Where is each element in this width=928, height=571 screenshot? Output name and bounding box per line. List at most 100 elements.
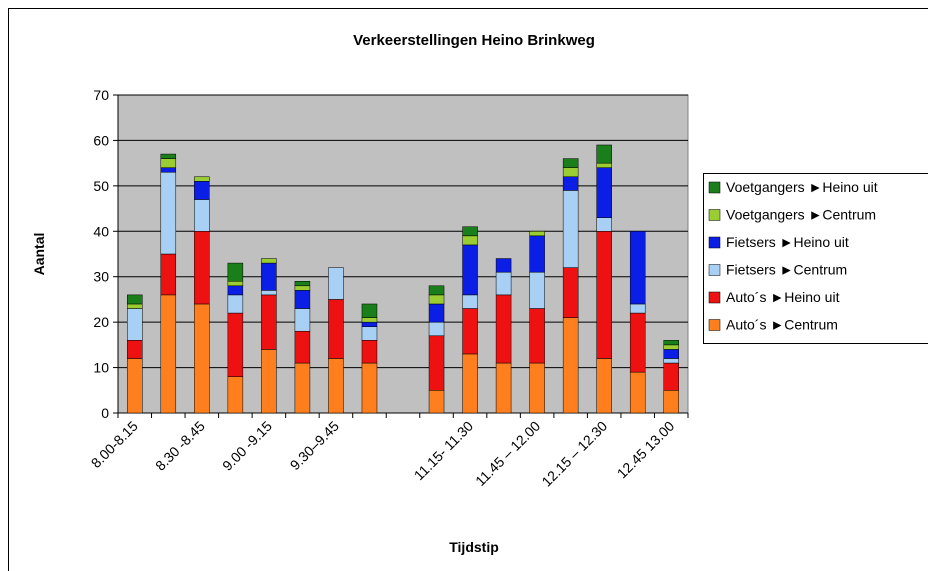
bar-segment — [562, 317, 579, 414]
bar-segment — [428, 335, 445, 391]
bar-segment — [529, 271, 545, 309]
bar-segment — [160, 158, 177, 168]
bar-segment — [194, 303, 210, 414]
bar-segment — [127, 294, 143, 305]
bar-segment — [596, 217, 612, 232]
bar-segment — [328, 299, 344, 359]
bar-segment — [261, 294, 277, 350]
bar-segment — [127, 308, 143, 341]
bar-segment — [462, 353, 478, 414]
bar-segment — [663, 390, 679, 414]
bar-segment — [294, 281, 311, 287]
bar-segment — [227, 376, 244, 414]
legend-swatch — [708, 264, 721, 276]
bar-segment — [194, 231, 210, 305]
bar-segment — [596, 144, 612, 164]
bar-segment — [160, 253, 177, 296]
bar-segment — [361, 303, 378, 318]
plot-area — [117, 94, 689, 414]
bar-segment — [596, 358, 612, 414]
bar-segment — [562, 176, 579, 191]
bar-segment — [294, 290, 311, 309]
bar-segment — [562, 190, 579, 268]
bar-segment — [663, 358, 679, 364]
bar-segment — [629, 303, 646, 314]
bar-segment — [529, 308, 545, 364]
legend-label: Fietsers ►Heino uit — [726, 234, 849, 250]
bar-segment — [663, 349, 679, 359]
bar-segment — [495, 362, 512, 414]
bar-segment — [495, 271, 512, 296]
bar-segment — [227, 285, 244, 296]
bar-segment — [428, 390, 445, 414]
bar-segment — [160, 153, 177, 159]
legend-swatch — [708, 236, 721, 249]
bar-segment — [227, 294, 244, 314]
bar-segment — [160, 167, 177, 173]
legend-swatch — [708, 209, 721, 221]
bar-segment — [127, 340, 143, 359]
bar-segment — [495, 294, 512, 364]
bar-segment — [596, 167, 612, 218]
y-tick-label: 60 — [93, 132, 109, 148]
bar-segment — [227, 262, 244, 282]
bar-segment — [160, 294, 177, 414]
bar-segment — [529, 362, 545, 414]
bar-segment — [294, 362, 311, 414]
bar-segment — [462, 235, 478, 246]
bar-segment — [663, 340, 679, 346]
y-tick-label: 10 — [93, 360, 109, 376]
bar-segment — [127, 358, 143, 414]
bar-segment — [227, 312, 244, 377]
bar-segment — [294, 308, 311, 332]
legend-label: Voetgangers ►Centrum — [726, 207, 876, 223]
y-axis-label: Aantal — [31, 233, 47, 276]
bar-segment — [160, 171, 177, 255]
bar-segment — [562, 158, 579, 168]
legend-label: Voetgangers ►Heino uit — [726, 179, 878, 195]
y-tick-label: 50 — [93, 178, 109, 194]
bar-segment — [663, 362, 679, 391]
bar-segment — [462, 226, 478, 237]
legend-swatch — [708, 291, 721, 304]
bar-segment — [629, 231, 646, 305]
bar-segment — [562, 267, 579, 318]
bar-segment — [227, 281, 244, 287]
chart-title: Verkeerstellingen Heino Brinkweg — [353, 32, 595, 49]
bar-segment — [596, 231, 612, 359]
legend-label: Fietsers ►Centrum — [726, 262, 847, 278]
bar-segment — [462, 244, 478, 296]
bar-segment — [562, 167, 579, 178]
bar-segment — [361, 362, 378, 414]
y-tick-label: 70 — [93, 87, 109, 103]
y-tick-label: 30 — [93, 269, 109, 285]
legend-swatch — [708, 319, 721, 331]
bar-segment — [428, 285, 445, 296]
bar-segment — [328, 358, 344, 414]
bar-segment — [127, 303, 143, 309]
bar-segment — [261, 349, 277, 414]
legend-label: Auto´s ►Centrum — [726, 317, 838, 333]
y-tick-label: 40 — [93, 223, 109, 239]
bar-segment — [261, 290, 277, 296]
y-tick-label: 0 — [101, 405, 109, 421]
bar-segment — [428, 321, 445, 337]
bar-segment — [294, 285, 311, 291]
bar-segment — [629, 312, 646, 373]
bar-segment — [428, 294, 445, 305]
bar-segment — [194, 181, 210, 200]
bar-segment — [361, 317, 378, 323]
bar-segment — [529, 235, 545, 273]
bar-segment — [462, 308, 478, 355]
bar-segment — [194, 176, 210, 182]
bar-segment — [261, 262, 277, 291]
legend-label: Auto´s ►Heino uit — [726, 289, 840, 305]
bar-segment — [629, 371, 646, 414]
x-axis-label: Tijdstip — [449, 539, 499, 555]
bar-segment — [261, 258, 277, 264]
bar-segment — [194, 199, 210, 232]
legend-swatch — [708, 181, 721, 194]
bar-segment — [529, 231, 545, 237]
